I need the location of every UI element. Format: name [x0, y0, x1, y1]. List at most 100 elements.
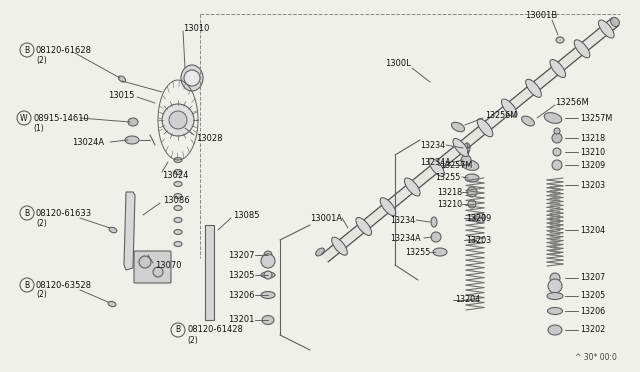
Text: 13256M: 13256M: [555, 97, 589, 106]
Text: 13234: 13234: [390, 215, 415, 224]
Ellipse shape: [461, 160, 479, 170]
Ellipse shape: [261, 272, 275, 278]
Circle shape: [552, 133, 562, 143]
Circle shape: [550, 273, 560, 283]
Text: 1300L: 1300L: [385, 58, 411, 67]
Polygon shape: [124, 192, 135, 270]
Circle shape: [264, 251, 272, 259]
Text: 13257M: 13257M: [440, 160, 472, 170]
Text: 13203: 13203: [466, 235, 491, 244]
Circle shape: [548, 279, 562, 293]
Circle shape: [139, 256, 151, 268]
Ellipse shape: [109, 227, 117, 233]
Ellipse shape: [174, 170, 182, 174]
Ellipse shape: [611, 17, 620, 27]
Ellipse shape: [174, 230, 182, 234]
Text: 13001A: 13001A: [310, 214, 342, 222]
Text: 13204: 13204: [455, 295, 480, 305]
Text: 13234A: 13234A: [390, 234, 420, 243]
Ellipse shape: [453, 138, 468, 157]
Text: 13070: 13070: [155, 262, 182, 270]
Ellipse shape: [550, 60, 566, 78]
Circle shape: [475, 213, 485, 223]
Ellipse shape: [261, 292, 275, 298]
Ellipse shape: [118, 76, 125, 82]
Ellipse shape: [128, 118, 138, 126]
Text: 08120-61628: 08120-61628: [36, 45, 92, 55]
Text: (2): (2): [36, 55, 47, 64]
Ellipse shape: [332, 237, 348, 255]
Ellipse shape: [174, 241, 182, 247]
Ellipse shape: [125, 136, 139, 144]
Text: 13201: 13201: [228, 315, 254, 324]
Circle shape: [264, 271, 272, 279]
Text: 13206: 13206: [228, 291, 255, 299]
Ellipse shape: [464, 143, 470, 153]
Text: 13255: 13255: [435, 173, 460, 182]
Text: 13255: 13255: [405, 247, 430, 257]
Circle shape: [553, 148, 561, 156]
Text: 13203: 13203: [580, 180, 605, 189]
Ellipse shape: [380, 198, 396, 216]
Text: 13205: 13205: [228, 270, 254, 279]
Ellipse shape: [522, 116, 534, 126]
Text: 13209: 13209: [580, 160, 605, 170]
Text: 13257M: 13257M: [580, 113, 612, 122]
Circle shape: [261, 254, 275, 268]
Ellipse shape: [502, 99, 517, 117]
Text: 13234: 13234: [420, 141, 445, 150]
Text: (2): (2): [36, 218, 47, 228]
Text: 13207: 13207: [580, 273, 605, 282]
Text: 13015: 13015: [108, 90, 134, 99]
Text: 13256M: 13256M: [485, 110, 517, 119]
Ellipse shape: [174, 205, 182, 211]
Text: 13001B: 13001B: [525, 10, 557, 19]
Text: 08120-61428: 08120-61428: [187, 326, 243, 334]
Ellipse shape: [181, 65, 203, 91]
Ellipse shape: [174, 193, 182, 199]
Polygon shape: [205, 225, 214, 320]
Text: 13210: 13210: [437, 199, 462, 208]
Circle shape: [162, 104, 194, 136]
Text: 13204: 13204: [580, 225, 605, 234]
Ellipse shape: [477, 119, 493, 137]
Circle shape: [467, 187, 477, 197]
Text: 13234A: 13234A: [420, 157, 451, 167]
Ellipse shape: [544, 113, 562, 124]
Text: 13085: 13085: [233, 211, 259, 219]
Ellipse shape: [174, 182, 182, 186]
Text: B: B: [24, 208, 29, 218]
Circle shape: [552, 160, 562, 170]
Ellipse shape: [404, 178, 420, 196]
Text: 13202: 13202: [580, 326, 605, 334]
Text: 13209: 13209: [466, 214, 492, 222]
Circle shape: [431, 232, 441, 242]
Text: 13207: 13207: [228, 250, 255, 260]
Ellipse shape: [556, 37, 564, 43]
Ellipse shape: [433, 248, 447, 256]
Text: 13210: 13210: [580, 148, 605, 157]
Text: 13010: 13010: [183, 23, 209, 32]
Ellipse shape: [465, 174, 479, 182]
Ellipse shape: [262, 315, 274, 324]
FancyBboxPatch shape: [134, 251, 171, 283]
Text: B: B: [175, 326, 180, 334]
Ellipse shape: [174, 218, 182, 222]
Text: 13218: 13218: [437, 187, 462, 196]
Text: B: B: [24, 280, 29, 289]
Text: B: B: [24, 45, 29, 55]
Text: 08915-14610: 08915-14610: [33, 113, 89, 122]
Ellipse shape: [316, 248, 324, 256]
Text: W: W: [20, 113, 28, 122]
Ellipse shape: [525, 79, 541, 97]
Text: 13086: 13086: [163, 196, 189, 205]
Text: 13205: 13205: [580, 292, 605, 301]
Ellipse shape: [429, 158, 444, 176]
Circle shape: [554, 128, 560, 134]
Ellipse shape: [108, 301, 116, 307]
Text: ^ 30* 00:0: ^ 30* 00:0: [575, 353, 617, 362]
Ellipse shape: [548, 325, 562, 335]
Ellipse shape: [598, 20, 614, 38]
Circle shape: [461, 155, 471, 165]
Ellipse shape: [547, 292, 563, 299]
